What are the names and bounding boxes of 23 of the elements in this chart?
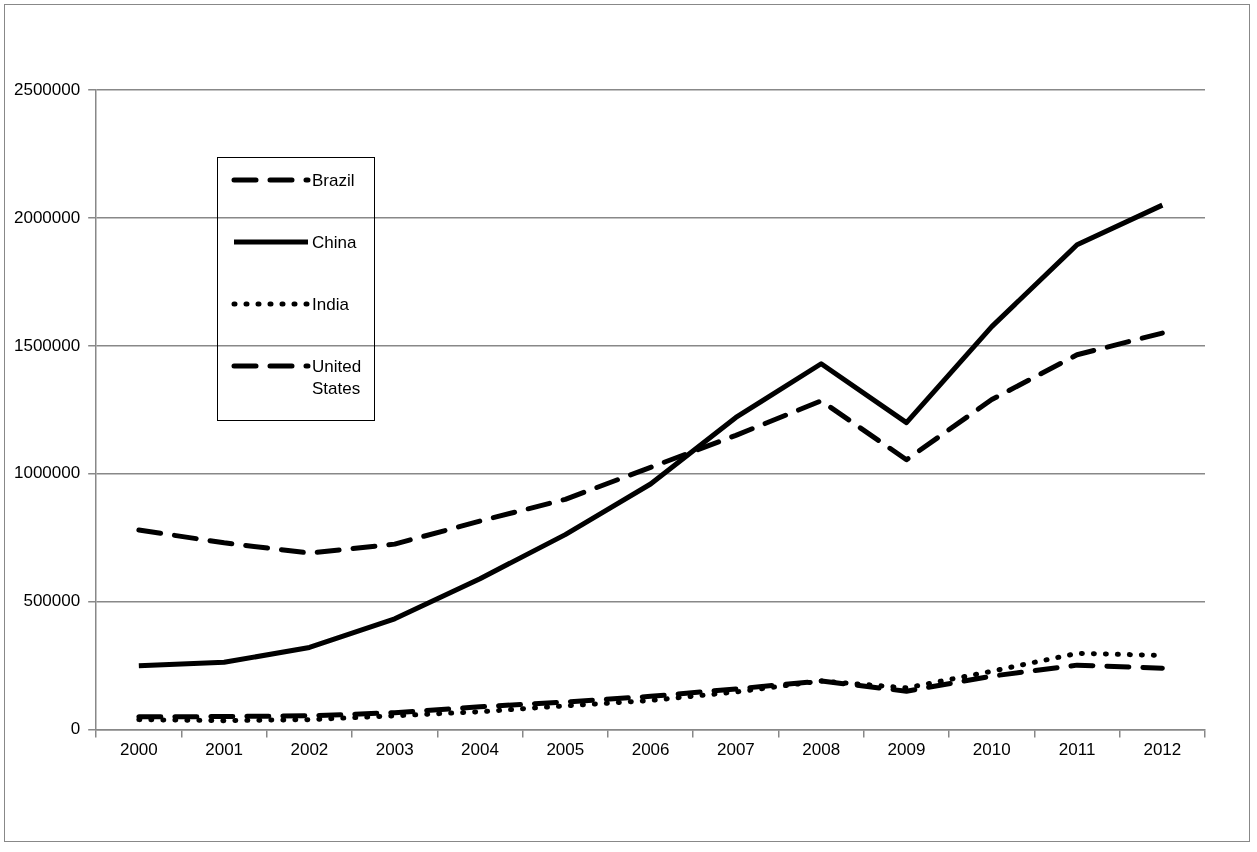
x-tick-label: 2008 [802, 740, 841, 760]
legend-label: United States [312, 356, 363, 400]
y-tick-label: 1000000 [13, 463, 81, 483]
x-tick-label: 2010 [972, 740, 1011, 760]
x-tick-label: 2012 [1143, 740, 1182, 760]
x-tick-label: 2003 [375, 740, 414, 760]
y-tick-label: 2500000 [13, 79, 81, 99]
x-tick-label: 2011 [1058, 740, 1096, 760]
y-tick-label: 2000000 [13, 207, 81, 227]
y-tick-label: 500000 [23, 591, 81, 611]
legend-label: India [312, 294, 350, 316]
x-tick-label: 2000 [119, 740, 158, 760]
x-tick-label: 2002 [290, 740, 329, 760]
x-tick-label: 2007 [716, 740, 755, 760]
x-tick-label: 2009 [887, 740, 926, 760]
x-tick-label: 2001 [205, 740, 244, 760]
y-tick-label: 0 [70, 719, 81, 739]
legend-label: Brazil [312, 170, 356, 192]
x-tick-label: 2004 [461, 740, 499, 760]
y-tick-label: 1500000 [13, 335, 81, 355]
x-tick-label: 2005 [546, 740, 585, 760]
x-tick-label: 2006 [631, 740, 670, 760]
legend-label: China [312, 232, 358, 254]
